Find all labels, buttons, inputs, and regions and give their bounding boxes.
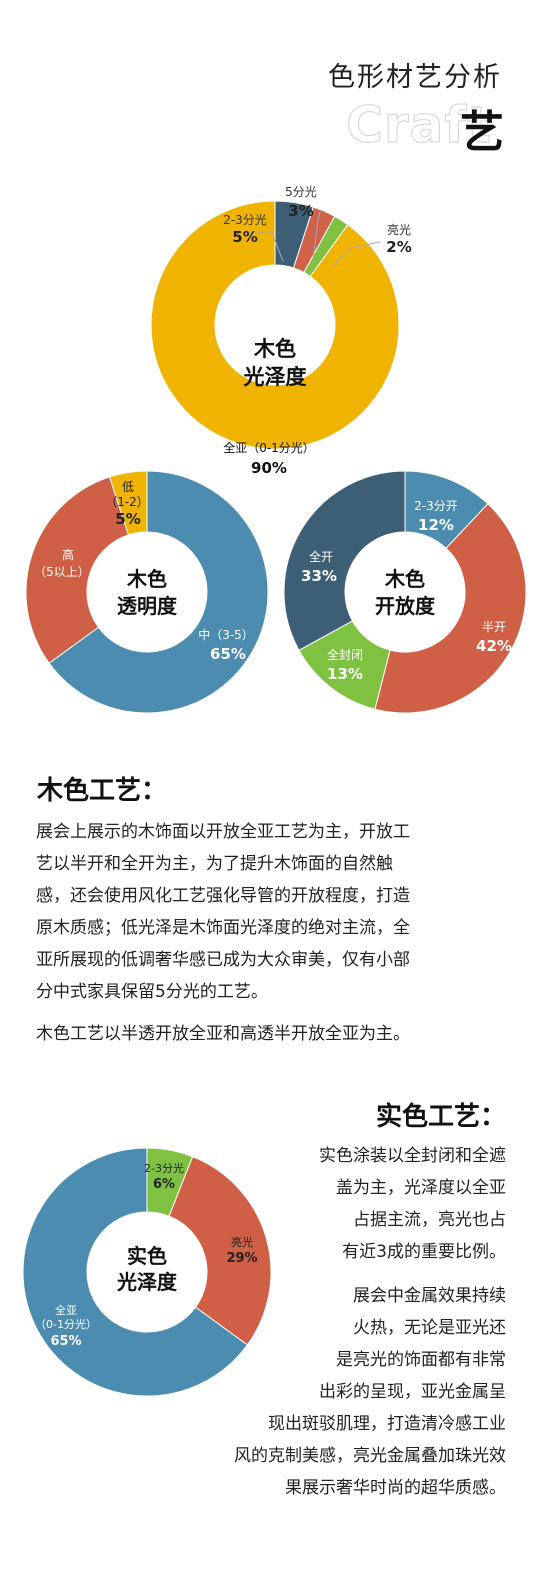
leader-line-5 [312,211,321,261]
wood-openness-donut [283,470,527,714]
slice-label-pct: 65% [50,1334,81,1349]
chart-solid-gloss: 实色 光泽度 2-3分光 6% 亮光 29% 全亚 （0-1分光） 65% [22,1147,272,1397]
pie-slice [25,476,130,664]
slice-label-name: 半开 [482,620,506,634]
pie-slice [283,470,406,651]
pie-slice [48,470,269,714]
center-label-line-2: 开放度 [375,594,436,618]
craft-character: 艺 [460,107,504,158]
slice-label-pct: 6% [153,1177,175,1192]
center-label-line-1: 木色 [253,337,296,361]
slice-label-name: 5分光 [285,185,317,199]
leader-line-gloss [332,241,381,267]
solid-section-title: 实色工艺： [375,1102,506,1132]
text-line: 感，还会使用风化工艺强化导管的开放程度，打造 [36,886,410,906]
slice-label-pct: 5% [232,228,257,246]
text-line: 是亮光的饰面都有非常 [336,1350,506,1370]
slice-label-name: 亮光 [231,1235,253,1249]
text-line: 火热，无论是亚光还 [353,1318,506,1338]
slice-label-name-2: （0-1分光） [35,1317,97,1331]
slice-label-pct: 2% [386,238,411,256]
slice-label-pct: 3% [288,202,313,220]
slice-label-pct: 90% [251,459,287,477]
text-line: 分中式家具保留5分光的工艺。 [36,982,268,1002]
text-line: 风的克制美感，亮光金属叠加珠光效 [234,1446,506,1466]
text-line: 盖为主，光泽度以全亚 [336,1178,506,1198]
slice-label-name: 全亚 [55,1303,77,1317]
slice-label-name-2: （1-2） [105,495,149,509]
slice-label-pct: 29% [226,1251,257,1266]
wood-transparency-donut [25,470,269,714]
slice-label-name: 低 [122,480,134,494]
center-label-line-1: 实色 [127,1244,167,1268]
center-label-line-2: 光泽度 [243,365,307,389]
text-line: 现出斑驳肌理，打造清冷感工业 [268,1414,506,1434]
text-line: 出彩的呈现，亚光金属呈 [319,1382,506,1402]
slice-label-name: 2-3分光 [144,1161,184,1175]
pie-slice [22,1147,249,1397]
slice-label-name: 中（3-5） [198,627,254,642]
text-line: 展会中金属效果持续 [353,1286,506,1306]
text-line: 占据主流，亮光也占 [353,1210,506,1230]
craft-wordmark: Craft [346,95,492,154]
text-line: 展会上展示的木饰面以开放全亚工艺为主，开放工 [36,822,410,842]
text-line: 果展示奢华时尚的超华质感。 [285,1478,506,1498]
slice-label-name: 全开 [309,549,333,564]
wood-section-title: 木色工艺： [37,776,168,806]
slice-label-pct: 42% [476,637,512,655]
slice-label-name: 2-3分开 [414,499,458,513]
pie-slice [168,1156,272,1346]
slice-label-name: 亮光 [387,222,411,237]
pie-slice [150,200,400,450]
text-line: 艺以半开和全开为主，为了提升木饰面的自然触 [36,854,393,874]
slice-label-name-2: （5以上） [34,565,90,579]
slice-label-pct: 13% [327,665,363,683]
slice-label-pct: 33% [301,567,337,585]
page-title: 色形材艺分析 [328,62,502,93]
solid-body-text-1: 实色涂装以全封闭和全遮盖为主，光泽度以全亚占据主流，亮光也占有近3成的重要比例。 [246,1140,506,1268]
chart-wood-gloss: 木色 光泽度 2-3分光 5% 5分光 3% 亮光 2% 全亚（0-1分光） 9… [150,185,412,477]
slice-label-pct: 12% [418,516,454,534]
wood-gloss-donut [150,200,400,450]
slice-label-name: 全亚（0-1分光） [223,440,315,455]
pie-slice [374,503,527,714]
text-line: 实色涂装以全封闭和全遮 [319,1146,506,1166]
slice-label-pct: 5% [115,510,140,528]
center-label-line-2: 透明度 [117,594,178,618]
chart-wood-transparency: 木色 透明度 中（3-5） 65% 高 （5以上） 低 （1-2） 5% [25,470,269,714]
pie-slice [108,470,148,536]
solid-body-text-2: 展会中金属效果持续 火热，无论是亚光还是亮光的饰面都有非常出彩的呈现，亚光金属呈现… [106,1280,506,1504]
center-label-line-1: 木色 [384,567,425,591]
slice-label-pct: 65% [210,645,246,663]
wood-summary: 木色工艺以半透开放全亚和高透半开放全亚为主。 [36,1024,410,1044]
center-label-line-2: 光泽度 [116,1270,178,1294]
slice-label-name: 高 [62,547,74,562]
text-line: 原木质感；低光泽是木饰面光泽度的绝对主流，全 [36,918,410,938]
solid-gloss-donut [22,1147,272,1397]
text-line: 有近3成的重要比例。 [342,1242,506,1262]
text-line: 亚所展现的低调奢华感已成为大众审美，仅有小部 [36,950,410,970]
leader-line-2-3 [246,232,284,262]
chart-wood-openness: 木色 开放度 2-3分开 12% 半开 42% 全封闭 13% 全开 33% [283,470,527,714]
wood-body-text: 展会上展示的木饰面以开放全亚工艺为主，开放工 艺以半开和全开为主，为了提升木饰面的… [36,816,514,1008]
center-label-line-1: 木色 [126,567,167,591]
slice-label-name: 2-3分光 [223,213,267,227]
slice-label-name: 全封闭 [327,647,363,662]
